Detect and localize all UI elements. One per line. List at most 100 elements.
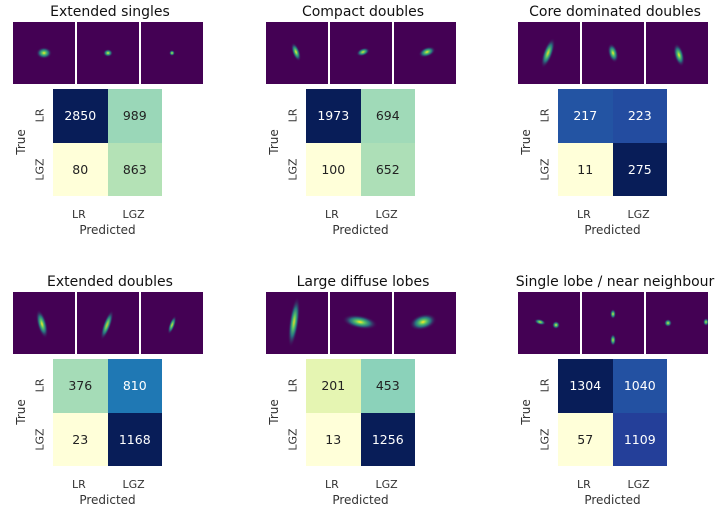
x-axis-label: Predicted [332, 493, 389, 507]
y-axis-label: True [266, 129, 281, 155]
source-thumbnail [518, 22, 580, 84]
y-axis-label: True [266, 399, 281, 425]
confusion-matrix: 1973 694 100 652 [306, 89, 415, 196]
x-tick-label: LR [577, 478, 591, 491]
source-thumbnail [141, 22, 203, 84]
source-blob [607, 43, 619, 63]
y-tick-label: LR [538, 378, 552, 393]
x-axis-label: Predicted [584, 493, 641, 507]
matrix-cell: 100 [306, 142, 361, 196]
panel-title: Compact doubles [301, 4, 425, 20]
x-axis-label: Predicted [79, 493, 136, 507]
source-thumbnail [266, 22, 328, 84]
y-axis-label: True [518, 129, 533, 155]
matrix-cell: 1256 [360, 412, 415, 466]
source-blob [35, 309, 49, 339]
source-thumbnail [394, 22, 456, 84]
x-tick-label: LGZ [122, 478, 145, 491]
confusion-matrix: 201 453 13 1256 [306, 359, 415, 466]
source-blob [100, 309, 114, 341]
source-thumbnail [13, 292, 75, 354]
source-blob [703, 318, 708, 326]
x-axis-label: Predicted [332, 223, 389, 237]
source-blob [36, 47, 52, 59]
matrix-cell: 201 [306, 359, 361, 413]
y-tick-label: LGZ [286, 157, 300, 181]
source-thumbnail [13, 22, 75, 84]
source-thumbnail [266, 292, 328, 354]
x-tick-label: LR [72, 208, 86, 221]
y-axis-label: True [13, 399, 28, 425]
source-blob [534, 318, 546, 326]
source-blob [169, 50, 175, 56]
y-axis-label: True [518, 399, 533, 425]
confusion-matrix: 1304 1040 57 1109 [558, 359, 667, 466]
source-blob [342, 314, 378, 330]
source-thumbnail [646, 292, 708, 354]
y-tick-label: LR [33, 108, 47, 123]
matrix-cell: 23 [53, 412, 108, 466]
matrix-cell: 376 [53, 359, 108, 413]
confusion-panel: Compact doubles 1973 694 100 652 LR LGZ LR LGZ Tr… [253, 4, 493, 254]
matrix-cell: 810 [107, 359, 162, 413]
source-thumbnail [77, 292, 139, 354]
matrix-cell: 1168 [107, 412, 162, 466]
panel-title: Single lobe / near neighbour [515, 274, 715, 290]
x-tick-label: LR [325, 478, 339, 491]
source-thumbnail [646, 22, 708, 84]
source-blob [409, 313, 437, 331]
y-axis-label: True [13, 129, 28, 155]
x-tick-label: LGZ [627, 208, 650, 221]
x-tick-label: LR [577, 208, 591, 221]
matrix-cell: 11 [558, 142, 613, 196]
source-thumbnail [141, 292, 203, 354]
x-tick-label: LR [72, 478, 86, 491]
panel-title: Core dominated doubles [529, 4, 701, 20]
source-blob [103, 49, 113, 57]
source-blob [610, 309, 616, 319]
source-thumbnail [582, 22, 644, 84]
source-blob [356, 47, 370, 57]
matrix-cell: 694 [360, 89, 415, 143]
x-tick-label: LGZ [375, 208, 398, 221]
y-tick-label: LGZ [33, 157, 47, 181]
y-tick-label: LR [286, 108, 300, 123]
source-thumbnail [518, 292, 580, 354]
source-thumbnail [582, 292, 644, 354]
matrix-cell: 1304 [558, 359, 613, 413]
matrix-cell: 863 [107, 142, 162, 196]
y-tick-label: LR [286, 378, 300, 393]
x-tick-label: LR [325, 208, 339, 221]
panel-title: Extended singles [50, 4, 170, 20]
source-blob [540, 37, 556, 69]
source-thumbnail [77, 22, 139, 84]
matrix-cell: 989 [107, 89, 162, 143]
confusion-panel: Large diffuse lobes 201 453 13 1256 LR LGZ LR LG… [253, 274, 493, 524]
source-blob [167, 315, 177, 335]
y-tick-label: LGZ [286, 427, 300, 451]
confusion-panel: Extended singles 2850 989 80 863 LR LGZ LR LGZ Tr… [0, 4, 240, 254]
source-blob [610, 334, 616, 346]
confusion-matrix: 376 810 23 1168 [53, 359, 162, 466]
matrix-cell: 1040 [612, 359, 667, 413]
matrix-cell: 453 [360, 359, 415, 413]
matrix-cell: 2850 [53, 89, 108, 143]
confusion-panel: Extended doubles 376 810 23 1168 LR LGZ LR LGZ Tr… [0, 274, 240, 524]
matrix-cell: 13 [306, 412, 361, 466]
matrix-cell: 223 [612, 89, 667, 143]
matrix-cell: 217 [558, 89, 613, 143]
source-blob [418, 46, 436, 58]
x-tick-label: LGZ [122, 208, 145, 221]
source-blob [664, 319, 672, 327]
confusion-matrix: 217 223 11 275 [558, 89, 667, 196]
matrix-cell: 1109 [612, 412, 667, 466]
matrix-cell: 275 [612, 142, 667, 196]
source-thumbnail [330, 22, 392, 84]
source-thumbnail [394, 292, 456, 354]
y-tick-label: LGZ [538, 157, 552, 181]
source-blob [552, 321, 560, 329]
matrix-cell: 652 [360, 142, 415, 196]
x-axis-label: Predicted [79, 223, 136, 237]
matrix-cell: 80 [53, 142, 108, 196]
confusion-matrix: 2850 989 80 863 [53, 89, 162, 196]
